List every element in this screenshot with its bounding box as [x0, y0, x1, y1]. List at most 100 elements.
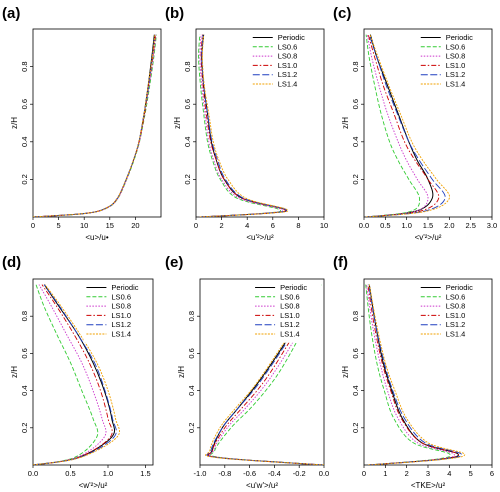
y-tick-label: 0.2 — [187, 423, 196, 433]
y-tick-label: 0.6 — [183, 99, 192, 109]
series-group — [33, 284, 120, 465]
series-group — [198, 34, 289, 217]
x-tick-label: -0.2 — [293, 469, 306, 478]
x-axis-label: <u'²>/u² — [246, 233, 274, 242]
y-tick-label: 0.2 — [351, 423, 360, 433]
y-tick-label: 0.8 — [183, 61, 192, 71]
panel-label: (e) — [165, 254, 183, 271]
x-tick-label: 5 — [57, 221, 61, 230]
plot-frame — [32, 28, 162, 218]
x-tick-label: 2.0 — [444, 221, 454, 230]
legend-entry: LS0.6 — [446, 292, 466, 301]
x-tick-label: 0.5 — [65, 469, 75, 478]
x-tick-label: 4 — [447, 469, 451, 478]
legend-entry: LS0.8 — [446, 52, 466, 61]
panel-label: (d) — [2, 254, 21, 271]
series-line-periodic — [33, 284, 116, 465]
series-line-ls1-4 — [199, 34, 289, 217]
y-tick-label: 0.8 — [20, 61, 29, 71]
series-line-periodic — [366, 34, 434, 217]
legend-entry: LS0.8 — [278, 52, 298, 61]
x-tick-label: 6 — [490, 469, 494, 478]
legend-box — [417, 33, 490, 93]
y-axis-label: z/H — [341, 366, 350, 378]
legend-entry: LS1.4 — [278, 80, 298, 89]
legend-entry: LS1.2 — [111, 320, 131, 329]
series-line-ls1-4 — [366, 34, 450, 217]
series-line-ls1-0 — [33, 284, 113, 465]
legend-entry: LS1.0 — [446, 311, 466, 320]
legend-entry: LS1.0 — [446, 61, 466, 70]
x-tick-label: -0.4 — [268, 469, 281, 478]
legend-entry: LS1.0 — [280, 311, 300, 320]
y-tick-label: 0.8 — [351, 311, 360, 321]
chart-panel-1: (a) 0 5 10 15 20 0.2 0.4 0.6 0.8 <u>/u• z/H — [2, 5, 162, 242]
x-tick-label: -0.8 — [218, 469, 231, 478]
x-tick-label: 5 — [469, 469, 473, 478]
series-line-periodic — [33, 34, 155, 217]
y-tick-label: 0.8 — [20, 311, 29, 321]
legend-entry: LS0.6 — [111, 292, 131, 301]
plot-frame — [199, 278, 325, 466]
series-line-ls1-0 — [207, 284, 324, 465]
series-line-ls0-6 — [198, 34, 282, 217]
legend-entry: Periodic — [111, 283, 138, 292]
series-line-ls1-2 — [33, 34, 156, 217]
panel-label: (b) — [165, 5, 184, 22]
y-axis-label: z/H — [341, 117, 350, 129]
x-tick-label: 8 — [296, 221, 300, 230]
x-tick-label: -0.6 — [243, 469, 256, 478]
y-tick-label: 0.4 — [183, 137, 192, 147]
x-tick-label: 1.5 — [423, 221, 433, 230]
x-tick-label: 15 — [106, 221, 114, 230]
x-tick-label: 0 — [362, 469, 366, 478]
x-tick-label: 4 — [245, 221, 249, 230]
legend-entry: LS1.4 — [446, 80, 466, 89]
y-tick-label: 0.6 — [351, 99, 360, 109]
y-tick-label: 0.2 — [351, 174, 360, 184]
x-tick-label: 20 — [131, 221, 139, 230]
series-line-ls1-0 — [366, 34, 440, 217]
legend-entry: LS1.2 — [278, 70, 298, 79]
panel-label: (a) — [2, 5, 20, 22]
legend-box — [249, 33, 322, 93]
x-tick-label: 1.0 — [401, 221, 411, 230]
legend-box — [83, 283, 151, 343]
legend-entry: LS1.2 — [446, 70, 466, 79]
x-axis-label: <v'²>/u² — [415, 233, 442, 242]
x-tick-label: 3.0 — [487, 221, 497, 230]
y-tick-label: 0.6 — [351, 348, 360, 358]
series-group — [33, 34, 157, 217]
legend-entry: LS1.2 — [280, 320, 300, 329]
y-axis-label: z/H — [10, 366, 19, 378]
legend-box — [417, 283, 490, 343]
series-line-ls0-6 — [365, 34, 421, 217]
legend-entry: LS1.2 — [446, 320, 466, 329]
chart-panel-4: (d) 0.0 0.5 1.0 1.5 0.2 0.4 0.6 0.8 <w'²>/u² z/H Pe… — [2, 254, 154, 490]
x-tick-label: 1.5 — [140, 469, 150, 478]
x-tick-label: 2 — [405, 469, 409, 478]
legend-entry: LS0.6 — [278, 42, 298, 51]
y-tick-label: 0.4 — [351, 385, 360, 395]
x-tick-label: 2.5 — [465, 221, 475, 230]
x-axis-label: <u'w'>/u² — [246, 481, 278, 490]
x-axis-label: <TKE>/u² — [411, 481, 446, 490]
legend-entry: LS1.4 — [280, 330, 300, 339]
y-axis-label: z/H — [173, 117, 182, 129]
series-line-ls1-4 — [33, 34, 156, 217]
x-tick-label: 1.0 — [103, 469, 113, 478]
series-line-ls1-4 — [33, 284, 120, 465]
x-tick-label: 0.5 — [380, 221, 390, 230]
legend-entry: LS1.0 — [111, 311, 131, 320]
panel-label: (c) — [333, 5, 351, 22]
panel-label: (f) — [333, 254, 348, 271]
chart-panel-6: (f) 0 1 2 3 4 5 6 0.2 0.4 0.6 0.8 <TKE>/u² z/H Periodi… — [333, 254, 494, 490]
x-tick-label: 2 — [220, 221, 224, 230]
legend-entry: LS0.8 — [111, 302, 131, 311]
x-tick-label: 0 — [194, 221, 198, 230]
y-axis-label: z/H — [177, 366, 186, 378]
y-tick-label: 0.8 — [187, 311, 196, 321]
